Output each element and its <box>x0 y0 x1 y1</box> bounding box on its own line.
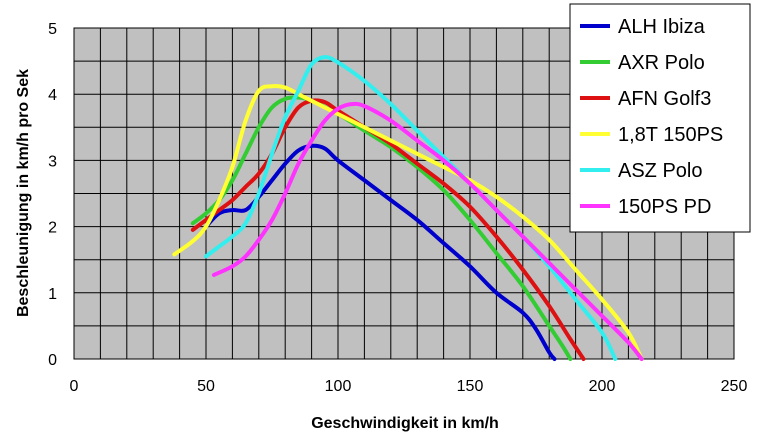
legend-label-1-8t-150ps: 1,8T 150PS <box>618 124 723 146</box>
y-tick-label: 5 <box>48 21 57 38</box>
x-tick-label: 250 <box>721 378 748 395</box>
series-line-afn-golf3 <box>190 98 586 361</box>
legend-box <box>569 3 751 233</box>
legend: ALH Ibiza AXR Polo AFN Golf3 1,8T 150PS ASZ … <box>569 3 751 233</box>
x-axis-title: Geschwindigkeit in km/h <box>311 415 499 432</box>
x-tick-label: 100 <box>325 378 352 395</box>
x-tick-label: 200 <box>589 378 616 395</box>
x-tick-label: 50 <box>197 378 215 395</box>
legend-label-afn-golf3: AFN Golf3 <box>618 88 711 110</box>
series-line-alh-ibiza <box>204 143 557 361</box>
tick-labels: 0 50 100 150 200 250 0 1 2 3 4 5 <box>48 21 747 395</box>
x-tick-label: 150 <box>457 378 484 395</box>
y-tick-label: 3 <box>48 153 57 170</box>
legend-label-axr-polo: AXR Polo <box>618 52 705 74</box>
series-line-1-8t-150ps <box>172 84 644 361</box>
y-tick-label: 4 <box>48 87 57 104</box>
y-tick-label: 0 <box>48 352 57 369</box>
series-lines <box>172 55 644 361</box>
y-tick-label: 2 <box>48 220 57 237</box>
x-tick-label: 0 <box>70 378 79 395</box>
legend-label-asz-polo: ASZ Polo <box>618 160 702 182</box>
y-axis-title: Beschleunigung in km/h pro Sek <box>15 69 32 317</box>
y-tick-label: 1 <box>48 286 57 303</box>
legend-label-150ps-pd: 150PS PD <box>618 196 711 218</box>
series-line-150ps-pd <box>211 101 644 361</box>
legend-label-alh-ibiza: ALH Ibiza <box>618 16 706 38</box>
